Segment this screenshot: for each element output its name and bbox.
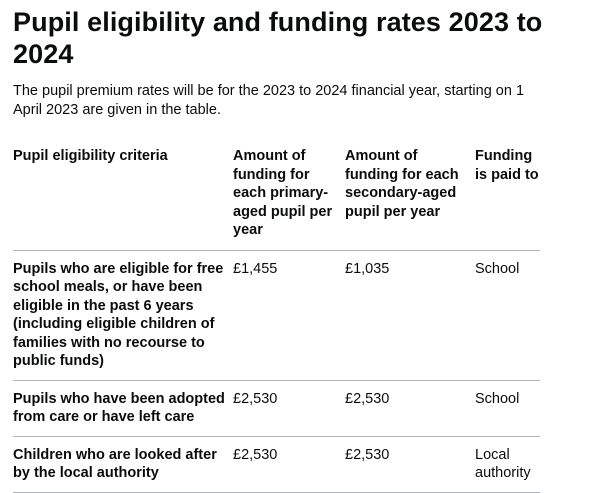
table-row: Children who are looked after by the loc… [13, 436, 540, 493]
row-paid-to: School [475, 380, 540, 437]
row-secondary-amount: £1,035 [345, 250, 475, 381]
row-primary-amount: £1,455 [233, 250, 345, 381]
table-row: Pupils who are eligible for free school … [13, 250, 540, 381]
row-primary-amount: £2,530 [233, 436, 345, 493]
row-criteria: Pupils who are eligible for free school … [13, 250, 233, 381]
intro-paragraph: The pupil premium rates will be for the … [13, 83, 525, 118]
row-criteria: Pupils who have been adopted from care o… [13, 380, 233, 437]
header-primary-amount: Amount of funding for each primary-aged … [233, 147, 345, 251]
page-title: Pupil eligibility and funding rates 2023… [13, 7, 543, 69]
row-criteria: Children who are looked after by the loc… [13, 436, 233, 493]
row-paid-to: School [475, 250, 540, 381]
row-primary-amount: £2,530 [233, 380, 345, 437]
table-header: Pupil eligibility criteria Amount of fun… [13, 147, 540, 251]
header-row: Pupil eligibility criteria Amount of fun… [13, 147, 540, 251]
row-secondary-amount: £2,530 [345, 436, 475, 493]
row-secondary-amount: £2,530 [345, 380, 475, 437]
header-criteria: Pupil eligibility criteria [13, 147, 233, 251]
table-body: Pupils who are eligible for free school … [13, 250, 540, 493]
funding-rates-table: Pupil eligibility criteria Amount of fun… [13, 147, 540, 493]
table-row: Pupils who have been adopted from care o… [13, 380, 540, 437]
header-secondary-amount: Amount of funding for each secondary-age… [345, 147, 475, 251]
header-paid-to: Funding is paid to [475, 147, 540, 251]
row-paid-to: Local authority [475, 436, 540, 493]
